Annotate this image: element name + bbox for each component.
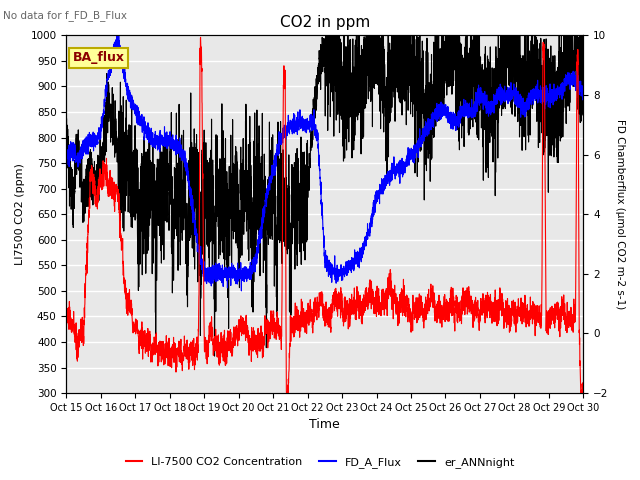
Y-axis label: FD Chamberflux (μmol CO2 m-2 s-1): FD Chamberflux (μmol CO2 m-2 s-1)	[615, 119, 625, 309]
Legend: LI-7500 CO2 Concentration, FD_A_Flux, er_ANNnight: LI-7500 CO2 Concentration, FD_A_Flux, er…	[121, 452, 519, 472]
Text: No data for f_FD_B_Flux: No data for f_FD_B_Flux	[3, 11, 127, 22]
Y-axis label: LI7500 CO2 (ppm): LI7500 CO2 (ppm)	[15, 163, 25, 265]
Title: CO2 in ppm: CO2 in ppm	[280, 15, 370, 30]
X-axis label: Time: Time	[310, 419, 340, 432]
Text: BA_flux: BA_flux	[72, 51, 125, 64]
